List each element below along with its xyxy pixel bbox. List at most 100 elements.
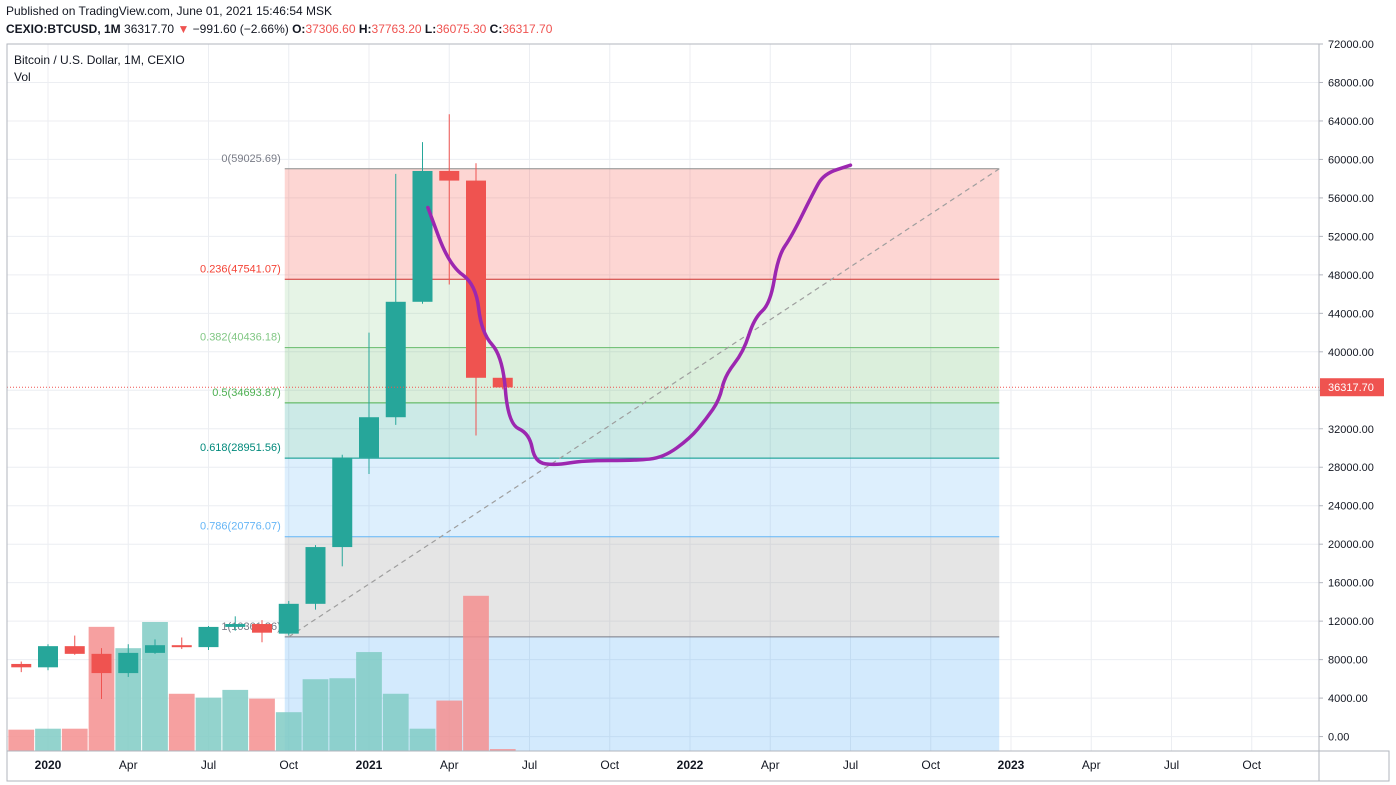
projection-path[interactable] [426, 163, 853, 467]
time-tick-label: 2023 [998, 758, 1025, 772]
price-tick-label: 44000.00 [1328, 308, 1374, 320]
last-price: 36317.70 [124, 22, 175, 36]
price-tick-label: 60000.00 [1328, 154, 1374, 166]
open-label: O: [292, 22, 306, 36]
published-notice: Published on TradingView.com, June 01, 2… [6, 4, 332, 18]
time-tick-label: Oct [921, 758, 940, 772]
candle-body[interactable] [11, 663, 32, 668]
fib-level-label: 0.236(47541.07) [200, 263, 281, 275]
time-tick-label: Jul [1164, 758, 1179, 772]
volume-bar [168, 693, 195, 751]
candle-body[interactable] [412, 170, 433, 302]
volume-bar [463, 595, 489, 751]
time-tick-label: Oct [279, 758, 298, 772]
time-tick-label: Apr [440, 758, 459, 772]
time-tick-label: 2020 [35, 758, 62, 772]
fib-level-label: 0.786(20776.07) [200, 521, 281, 533]
candle-body[interactable] [492, 377, 513, 388]
volume-bar [329, 678, 356, 751]
time-tick-label: Apr [1082, 758, 1101, 772]
price-tick-label: 52000.00 [1328, 231, 1374, 243]
price-tick-label: 16000.00 [1328, 578, 1374, 590]
candle-body[interactable] [118, 652, 139, 674]
open-value: 37306.60 [305, 22, 356, 36]
volume-bar [436, 700, 463, 751]
low-label: L: [424, 22, 437, 36]
volume-bar [8, 729, 35, 751]
high-label: H: [358, 22, 372, 36]
candle-body[interactable] [171, 645, 192, 648]
volume-bar [302, 679, 329, 751]
candle-body[interactable] [385, 301, 406, 418]
volume-bar [409, 728, 436, 751]
price-tick-label: 28000.00 [1328, 462, 1374, 474]
volume-bar [35, 728, 61, 751]
volume-bar [356, 652, 382, 751]
trend-line[interactable] [288, 168, 1000, 638]
high-value: 37763.20 [371, 22, 422, 36]
candle-body[interactable] [359, 417, 379, 458]
price-tick-label: 68000.00 [1328, 77, 1374, 89]
chart-legend-title[interactable]: Bitcoin / U.S. Dollar, 1M, CEXIO [14, 53, 185, 67]
volume-bar [489, 749, 516, 751]
candle-body[interactable] [466, 180, 486, 378]
price-tick-label: 8000.00 [1328, 655, 1368, 667]
price-tick-label: 56000.00 [1328, 193, 1374, 205]
price-tick-label: 48000.00 [1328, 270, 1374, 282]
plot-area[interactable] [7, 44, 1319, 751]
volume-bar [275, 712, 302, 751]
fib-level-label: 0.5(34693.87) [212, 387, 281, 399]
price-tick-label: 40000.00 [1328, 347, 1374, 359]
fib-level-label: 0(59025.69) [221, 153, 280, 165]
price-tick-label: 24000.00 [1328, 501, 1374, 513]
close-value: 36317.70 [502, 22, 553, 36]
last-price-badge-label: 36317.70 [1328, 382, 1374, 394]
candle-body[interactable] [145, 645, 165, 653]
volume-bar [222, 689, 249, 751]
time-axis-frame [6, 750, 1390, 782]
candle-body[interactable] [332, 457, 353, 548]
fib-level-label: 0.382(40436.18) [200, 332, 281, 344]
time-tick-label: Oct [600, 758, 619, 772]
fib-zone [284, 536, 1000, 637]
candle-body[interactable] [305, 547, 326, 604]
candle-body[interactable] [225, 624, 246, 627]
price-tick-label: 4000.00 [1328, 693, 1368, 705]
time-tick-label: Jul [843, 758, 858, 772]
price-tick-label: 64000.00 [1328, 116, 1374, 128]
change-down-icon: ▼ [177, 22, 190, 36]
volume-bar [195, 697, 222, 751]
fib-level-label: 0.618(28951.56) [200, 442, 281, 454]
price-tick-label: 72000.00 [1328, 39, 1374, 51]
fib-zone [284, 168, 1000, 280]
volume-bar [382, 693, 409, 751]
time-tick-label: Apr [761, 758, 780, 772]
price-tick-label: 12000.00 [1328, 616, 1374, 628]
symbol-label[interactable]: CEXIO:BTCUSD, 1M [6, 22, 121, 36]
fib-zone [284, 458, 1000, 537]
candle-body[interactable] [38, 646, 58, 668]
candle-body[interactable] [198, 626, 219, 648]
candle-body[interactable] [252, 624, 272, 633]
price-change: −991.60 (−2.66%) [192, 22, 289, 36]
candle-body[interactable] [91, 653, 112, 674]
close-label: C: [489, 22, 503, 36]
volume-bar [61, 728, 88, 751]
candle-body[interactable] [439, 170, 460, 181]
time-tick-label: Apr [119, 758, 138, 772]
price-tick-label: 32000.00 [1328, 424, 1374, 436]
time-tick-label: Jul [201, 758, 216, 772]
volume-legend[interactable]: Vol [14, 70, 31, 84]
price-tick-label: 0.00 [1328, 732, 1349, 744]
time-tick-label: 2021 [356, 758, 383, 772]
candle-body[interactable] [278, 603, 299, 634]
low-value: 36075.30 [436, 22, 487, 36]
candle-body[interactable] [64, 646, 85, 654]
time-tick-label: Jul [522, 758, 537, 772]
price-tick-label: 20000.00 [1328, 539, 1374, 551]
volume-bar [249, 698, 275, 751]
time-tick-label: Oct [1242, 758, 1261, 772]
ohlc-header: CEXIO:BTCUSD, 1M 36317.70 ▼ −991.60 (−2.… [6, 22, 552, 36]
last-price-badge [1320, 378, 1384, 397]
